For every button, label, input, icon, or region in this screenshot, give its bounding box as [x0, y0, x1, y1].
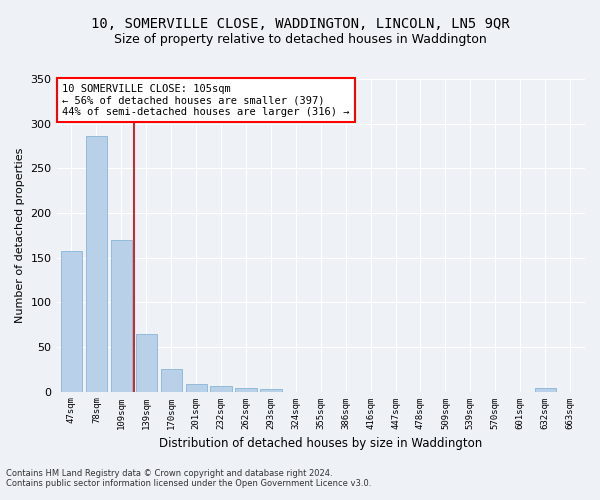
Bar [211, 386, 232, 392]
Bar [61, 252, 82, 392]
Text: 10 SOMERVILLE CLOSE: 105sqm
← 56% of detached houses are smaller (397)
44% of se: 10 SOMERVILLE CLOSE: 105sqm ← 56% of det… [62, 84, 349, 117]
Text: Contains HM Land Registry data © Crown copyright and database right 2024.: Contains HM Land Registry data © Crown c… [6, 468, 332, 477]
Bar [86, 136, 107, 392]
Text: Size of property relative to detached houses in Waddington: Size of property relative to detached ho… [113, 32, 487, 46]
Text: Contains public sector information licensed under the Open Government Licence v3: Contains public sector information licen… [6, 478, 371, 488]
Bar [235, 388, 257, 392]
Bar [136, 334, 157, 392]
Bar [185, 384, 207, 392]
Bar [260, 389, 281, 392]
Bar [161, 369, 182, 392]
Text: 10, SOMERVILLE CLOSE, WADDINGTON, LINCOLN, LN5 9QR: 10, SOMERVILLE CLOSE, WADDINGTON, LINCOL… [91, 18, 509, 32]
X-axis label: Distribution of detached houses by size in Waddington: Distribution of detached houses by size … [159, 437, 482, 450]
Bar [535, 388, 556, 392]
Bar [111, 240, 132, 392]
Y-axis label: Number of detached properties: Number of detached properties [15, 148, 25, 323]
